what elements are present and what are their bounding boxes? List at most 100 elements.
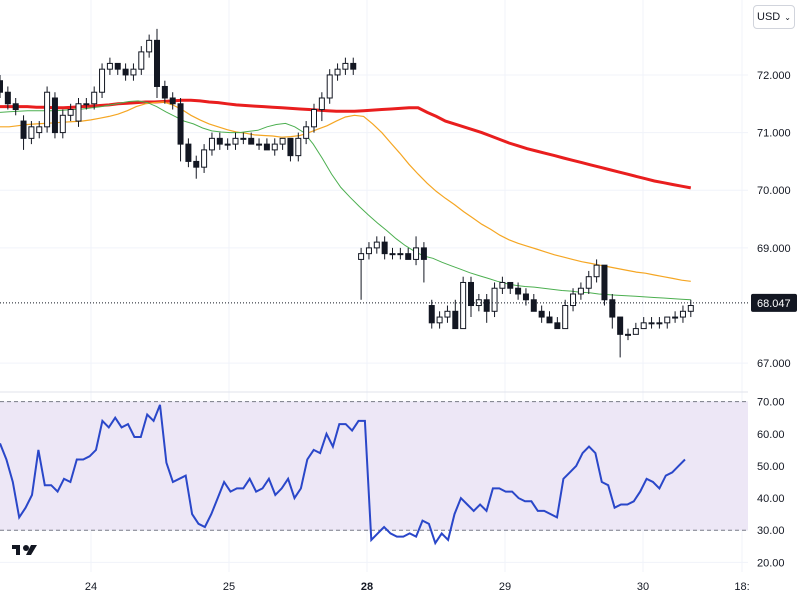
currency-label: USD	[757, 11, 781, 23]
candle	[381, 236, 388, 260]
candle	[36, 121, 43, 139]
tradingview-logo-icon[interactable]	[12, 545, 37, 555]
candle-body	[538, 310, 545, 318]
candle-body	[318, 97, 325, 111]
candle	[562, 299, 569, 330]
candle-body	[593, 264, 600, 278]
candle	[208, 132, 215, 156]
candle-body	[656, 322, 663, 325]
candle-body	[601, 264, 608, 301]
candle	[577, 282, 584, 300]
candle-body	[483, 299, 490, 312]
candle	[130, 63, 137, 81]
candle	[546, 311, 553, 324]
candle	[256, 138, 263, 150]
candle	[232, 132, 239, 150]
candle-body	[530, 299, 537, 312]
candle-body	[36, 126, 43, 134]
candle-body	[75, 103, 82, 122]
candle-body	[679, 310, 686, 318]
candle	[271, 138, 278, 156]
candle-body	[91, 91, 98, 105]
candle-body	[51, 97, 58, 134]
candle-body	[271, 143, 278, 151]
candle-body	[554, 322, 561, 330]
candle-body	[177, 103, 184, 145]
candle	[460, 276, 467, 330]
candle	[318, 92, 325, 122]
candle	[248, 132, 255, 145]
candle	[67, 103, 74, 122]
time-tick-label: 25	[223, 581, 235, 593]
current-price-label: 68.047	[751, 293, 797, 312]
candle-body	[201, 149, 208, 168]
candle	[373, 236, 380, 254]
candle-body	[342, 62, 349, 70]
candle-body	[169, 97, 176, 105]
candle-body	[640, 322, 647, 330]
candle	[365, 242, 372, 260]
currency-selector[interactable]: USD ⌄	[753, 5, 795, 29]
candle	[491, 282, 498, 318]
candle	[413, 236, 420, 266]
rsi-line	[0, 404, 686, 546]
chevron-down-icon: ⌄	[784, 12, 791, 22]
candle	[672, 311, 679, 323]
candle-body	[413, 247, 420, 260]
candle-body	[106, 62, 113, 70]
candle	[428, 299, 435, 329]
time-axis[interactable]: 24 25 28 29 30 18:	[85, 581, 750, 593]
candle	[475, 294, 482, 312]
rsi-axis[interactable]: 70.00 60.00 50.00 40.00 30.00 20.00	[757, 397, 785, 570]
moving-average-lines	[0, 98, 692, 301]
rsi-overbought-oversold-band	[0, 401, 748, 531]
candle	[483, 294, 490, 323]
candle	[679, 305, 686, 323]
candle	[342, 57, 349, 75]
candle-body	[365, 247, 372, 255]
candle-body	[295, 137, 302, 157]
candle	[99, 63, 106, 98]
candle	[4, 86, 11, 110]
candle	[507, 281, 514, 294]
candle-body	[546, 316, 553, 324]
candle-body	[585, 276, 592, 289]
candle	[664, 316, 671, 329]
candle	[138, 46, 145, 75]
candle	[161, 80, 168, 104]
ma-red-line	[0, 98, 692, 190]
candle-body	[248, 137, 255, 145]
candle-body	[499, 281, 506, 289]
candle-body	[334, 68, 341, 76]
candle-body	[350, 62, 357, 70]
candle	[648, 317, 655, 329]
candle	[177, 98, 184, 162]
candle	[146, 34, 153, 58]
candle-body	[522, 293, 529, 301]
candle	[499, 276, 506, 294]
price-tick-label: 70.000	[757, 185, 791, 197]
candle	[154, 28, 160, 98]
candlestick-series[interactable]	[0, 28, 694, 358]
candle-body	[373, 241, 380, 249]
candle-body	[185, 143, 192, 162]
candle-body	[444, 310, 451, 318]
price-axis[interactable]: 72.000 71.000 70.000 69.000 67.000	[757, 70, 791, 370]
candle-body	[468, 281, 474, 307]
candle	[570, 288, 577, 312]
rsi-tick-label: 30.00	[757, 525, 785, 537]
candle-body	[67, 109, 74, 116]
candle	[609, 294, 616, 329]
candle-body	[232, 137, 239, 145]
rsi-series[interactable]	[0, 404, 686, 546]
candle-body	[609, 299, 616, 318]
candle	[0, 74, 3, 98]
candle-body	[114, 62, 121, 70]
candle	[350, 57, 357, 75]
candle	[538, 305, 545, 323]
candle	[59, 109, 66, 139]
candle	[632, 322, 639, 335]
candle-body	[12, 103, 19, 111]
candle	[216, 132, 223, 150]
